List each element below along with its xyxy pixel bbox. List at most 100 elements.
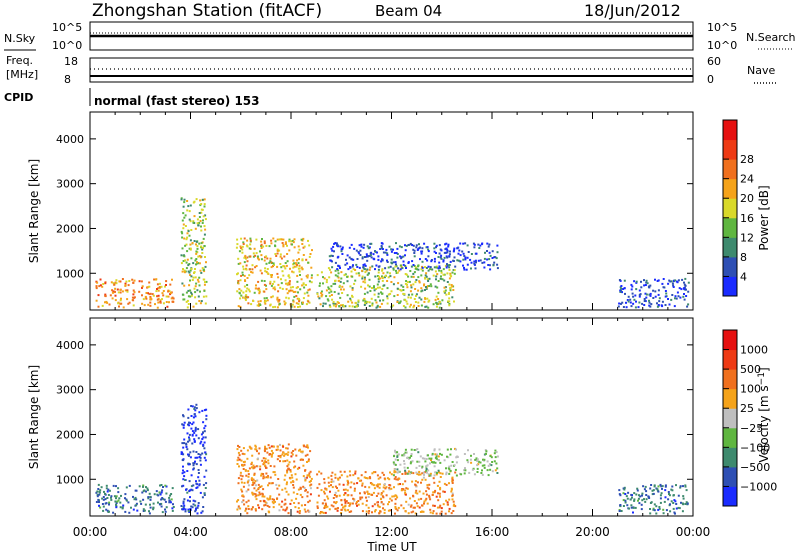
echo-cell	[122, 306, 125, 309]
echo-cell	[435, 244, 438, 247]
echo-cell	[198, 276, 201, 279]
echo-cell	[152, 506, 155, 509]
echo-cell	[180, 505, 183, 507]
echo-cell	[165, 284, 167, 286]
echo-cell	[404, 492, 407, 494]
echo-cell	[271, 482, 274, 485]
echo-cell	[293, 246, 296, 249]
echo-cell	[295, 497, 298, 500]
echo-cell	[330, 504, 333, 507]
echo-cell	[645, 494, 648, 496]
echo-cell	[142, 490, 145, 493]
echo-cell	[257, 488, 260, 491]
echo-cell	[412, 264, 415, 266]
echo-cell	[409, 505, 412, 508]
echo-cell	[183, 475, 186, 478]
echo-cell	[307, 509, 310, 512]
echo-cell	[437, 469, 440, 472]
echo-cell	[266, 497, 269, 500]
echo-cell	[128, 484, 131, 487]
echo-cell	[427, 473, 430, 476]
echo-cell	[241, 248, 244, 251]
echo-cell	[188, 210, 191, 213]
echo-cell	[180, 453, 183, 455]
echo-cell	[483, 261, 486, 264]
echo-cell	[299, 458, 302, 461]
echo-cell	[270, 284, 273, 287]
echo-cell	[264, 504, 267, 506]
echo-cell	[421, 510, 423, 513]
echo-cell	[165, 295, 168, 298]
echo-cell	[287, 463, 290, 466]
echo-cell	[305, 489, 307, 491]
echo-cell	[348, 511, 351, 513]
echo-cell	[268, 498, 271, 501]
echo-cell	[415, 466, 418, 469]
echo-cell	[277, 455, 280, 458]
echo-cell	[366, 268, 369, 271]
echo-cell	[339, 280, 342, 283]
echo-cell	[182, 268, 184, 270]
echo-cell	[403, 293, 406, 296]
echo-cell	[384, 478, 387, 481]
echo-cell	[395, 265, 398, 268]
echo-cell	[436, 472, 438, 474]
echo-cell	[342, 506, 344, 509]
echo-cell	[283, 454, 286, 457]
echo-cell	[633, 298, 636, 301]
echo-cell	[350, 510, 353, 513]
echo-cell	[466, 244, 469, 247]
echo-cell	[124, 497, 126, 500]
echo-cell	[302, 485, 305, 488]
echo-cell	[420, 287, 423, 290]
echo-cell	[679, 296, 682, 299]
echo-cell	[187, 510, 190, 513]
echo-cell	[439, 302, 442, 305]
echo-cell	[245, 264, 248, 267]
echo-cell	[248, 445, 251, 448]
echo-cell	[433, 257, 436, 260]
echo-cell	[668, 303, 671, 306]
echo-cell	[331, 486, 334, 489]
beam-label: Beam 04	[375, 2, 442, 20]
echo-cell	[188, 463, 191, 466]
echo-cell	[253, 472, 256, 475]
echo-cell	[412, 495, 415, 498]
echo-cell	[493, 460, 496, 463]
echo-cell	[447, 456, 450, 459]
echo-cell	[316, 486, 319, 489]
colorbar-tick-label: 20	[740, 192, 754, 205]
echo-cell	[448, 303, 451, 305]
echo-cell	[285, 264, 288, 267]
echo-cell	[120, 297, 122, 300]
echo-cell	[342, 282, 345, 285]
echo-cell	[188, 424, 191, 427]
echo-cell	[265, 297, 268, 300]
echo-cell	[654, 295, 657, 298]
echo-cell	[236, 459, 239, 462]
echo-cell	[138, 485, 141, 488]
echo-cell	[235, 246, 238, 249]
echo-cell	[166, 305, 169, 308]
echo-cell	[236, 243, 239, 246]
echo-cell	[470, 461, 473, 464]
echo-cell	[411, 480, 414, 483]
echo-cell	[419, 258, 421, 261]
echo-cell	[307, 289, 310, 292]
echo-cell	[188, 438, 191, 441]
echo-cell	[264, 447, 267, 450]
echo-cell	[403, 462, 406, 465]
echo-cell	[294, 473, 297, 476]
echo-cell	[429, 508, 432, 511]
echo-cell	[398, 245, 401, 248]
echo-cell	[390, 290, 393, 293]
echo-cell	[284, 498, 287, 501]
echo-cell	[181, 236, 184, 239]
echo-cell	[122, 504, 125, 507]
echo-cell	[205, 261, 207, 264]
echo-cell	[252, 464, 255, 467]
echo-cell	[246, 449, 249, 452]
echo-cell	[624, 292, 626, 295]
echo-cell	[170, 493, 173, 495]
echo-cell	[334, 269, 337, 272]
